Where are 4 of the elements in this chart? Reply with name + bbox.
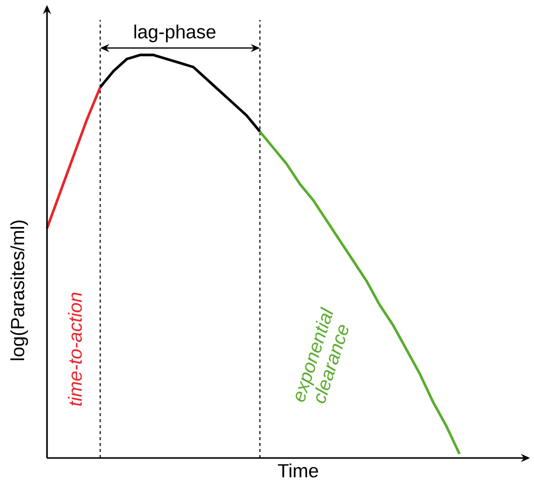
text: time-to-action <box>68 292 82 406</box>
text: lag-phase <box>134 24 216 42</box>
y-axis-title: log(Parasites/ml) <box>10 220 28 360</box>
x-axis-title: Time <box>278 464 318 478</box>
